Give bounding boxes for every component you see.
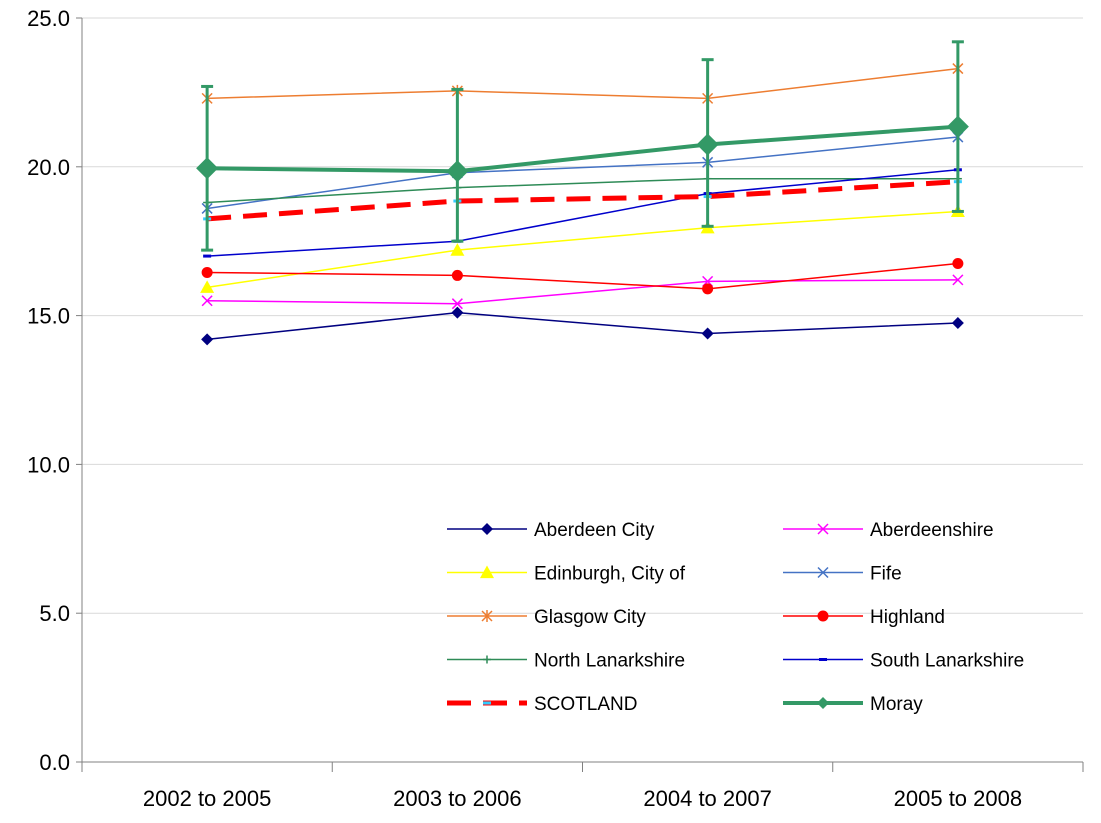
legend-label: Edinburgh, City of <box>534 564 686 585</box>
series-moray <box>196 40 969 252</box>
series-line <box>207 169 958 257</box>
diamond-marker <box>201 333 214 346</box>
series-line <box>207 67 958 100</box>
x-axis-tick-labels: 2002 to 2005 2003 to 2006 2004 to 2007 2005… <box>143 786 1022 811</box>
legend-item: SCOTLAND <box>447 694 637 715</box>
y-tick-label: 5.0 <box>39 601 70 626</box>
star-marker <box>481 610 493 622</box>
legend-item: North Lanarkshire <box>447 651 685 672</box>
diamond-marker <box>696 133 719 156</box>
dash-marker <box>819 658 827 661</box>
x-marker-stroke <box>451 298 463 310</box>
x-tick-label: 2004 to 2007 <box>643 786 771 811</box>
x-marker-stroke <box>817 566 829 579</box>
legend-item: Edinburgh, City of <box>447 564 686 585</box>
x-tick-label: 2005 to 2008 <box>894 786 1022 811</box>
diamond-marker <box>446 160 469 183</box>
series-line <box>207 136 958 210</box>
x-marker <box>201 295 213 307</box>
diamond-marker <box>196 157 219 180</box>
y-tick-label: 20.0 <box>27 155 70 180</box>
x-marker <box>817 566 829 579</box>
series-lines <box>196 40 969 346</box>
y-tick-label: 25.0 <box>27 6 70 31</box>
diamond-marker <box>481 523 493 535</box>
legend-item: Moray <box>783 694 923 715</box>
legend-item: Aberdeen City <box>447 520 655 541</box>
legend-label: Aberdeen City <box>534 520 655 541</box>
diamond-marker <box>951 317 964 330</box>
y-axis-tick-labels: 0.0 5.0 10.0 15.0 20.0 25.0 <box>27 6 70 775</box>
x-marker <box>451 298 463 310</box>
x-marker-stroke <box>952 274 964 286</box>
legend-label: Moray <box>870 694 923 715</box>
diamond-marker <box>946 115 969 138</box>
series-line <box>207 210 958 289</box>
circle-marker <box>952 258 964 270</box>
legend-label: North Lanarkshire <box>534 651 685 672</box>
series-edinburgh-city-of <box>200 204 965 293</box>
legend-label: South Lanarkshire <box>870 651 1024 672</box>
x-marker-stroke <box>201 295 213 307</box>
series-scotland <box>203 179 962 222</box>
legend-item: South Lanarkshire <box>783 651 1024 672</box>
y-tick-label: 10.0 <box>27 452 70 477</box>
legend-label: Fife <box>870 564 902 585</box>
triangle-marker <box>450 243 465 256</box>
diamond-marker <box>701 327 714 340</box>
x-tick-label: 2002 to 2005 <box>143 786 271 811</box>
dash-marker <box>483 701 491 705</box>
circle-marker <box>201 266 213 278</box>
circle-marker <box>817 610 829 622</box>
legend-item: Aberdeenshire <box>783 520 994 541</box>
x-marker <box>952 274 964 286</box>
triangle-marker <box>200 280 215 293</box>
series-line <box>207 311 958 341</box>
dash-marker <box>203 254 212 258</box>
circle-marker <box>451 269 463 281</box>
legend: Aberdeen City Aberdeenshire Edinburgh, Cit… <box>447 520 1024 715</box>
legend-item: Highland <box>783 607 945 628</box>
series-line <box>206 179 959 222</box>
legend-label: Glasgow City <box>534 607 646 628</box>
x-marker-stroke <box>817 523 829 535</box>
legend-label: Highland <box>870 607 945 628</box>
x-marker <box>817 523 829 535</box>
circle-marker <box>702 283 714 295</box>
y-tick-label: 0.0 <box>39 750 70 775</box>
series-line <box>207 177 958 204</box>
series-line <box>207 124 959 174</box>
plus-marker <box>483 655 491 664</box>
series-line <box>207 262 958 290</box>
axes <box>76 17 1084 772</box>
triangle-marker <box>480 565 494 579</box>
legend-label: Aberdeenshire <box>870 520 994 541</box>
series-aberdeenshire <box>201 274 964 310</box>
legend-item: Fife <box>783 564 902 585</box>
diamond-marker <box>817 697 829 709</box>
y-tick-label: 15.0 <box>27 304 70 329</box>
diamond-marker <box>451 306 464 319</box>
series-line <box>207 279 958 305</box>
legend-label: SCOTLAND <box>534 694 637 715</box>
series-aberdeen-city <box>201 306 964 346</box>
x-tick-label: 2003 to 2006 <box>393 786 521 811</box>
series-highland <box>201 258 964 295</box>
series-glasgow-city <box>201 62 964 105</box>
legend-item: Glasgow City <box>447 607 646 628</box>
